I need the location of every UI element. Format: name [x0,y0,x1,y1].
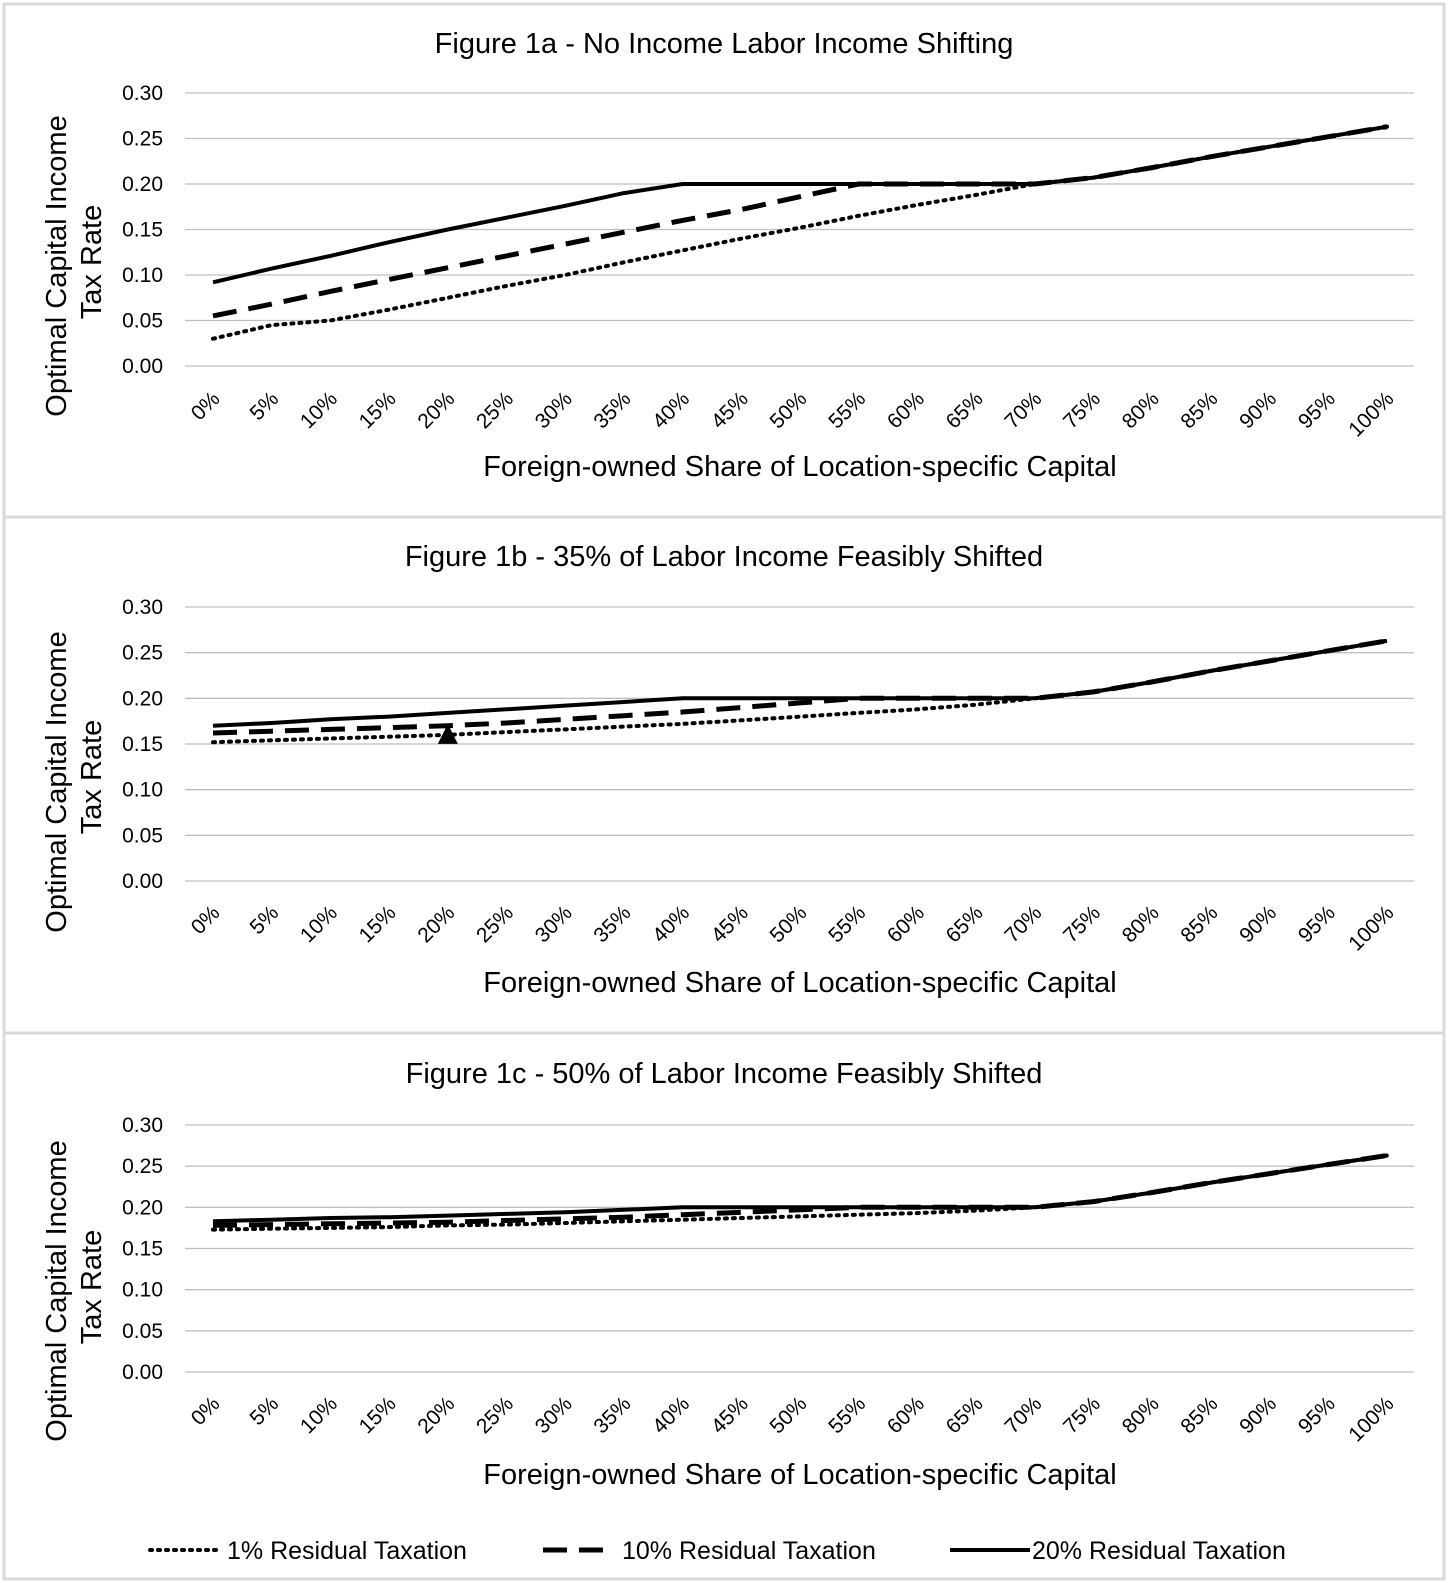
chart-1c-ytick-label: 0.10 [122,1279,163,1302]
chart-1b-ytick-label: 0.30 [122,596,163,619]
chart-1c-title: Figure 1c - 50% of Labor Income Feasibly… [406,1058,1043,1090]
chart-1b-ytick-label: 0.00 [122,870,163,893]
chart-1c-series-dotted-line [211,1153,1389,1232]
chart-1a-ytick-label: 0.20 [122,173,163,196]
chart-1a-series-solid-line [212,124,1388,285]
chart-1b-ytick-label: 0.10 [122,779,163,802]
legend-label-10pct: 10% Residual Taxation [622,1537,876,1565]
chart-1c-series-solid-line [212,1153,1388,1224]
chart-1c-ytick-label: 0.00 [122,1361,163,1384]
legend-label-1pct: 1% Residual Taxation [227,1537,467,1565]
chart-1b-series-solid-line [212,638,1388,728]
chart-1c-ylabel-line2: Tax Rate [76,1230,108,1344]
chart-1c-ytick-label: 0.25 [122,1155,163,1178]
chart-1a-ytick-label: 0.00 [122,355,163,378]
chart-1c-ylabel-line1: Optimal Capital Income [41,1140,73,1441]
chart-1b-series-dotted-line [211,638,1389,745]
chart-1a-ytick-label: 0.25 [122,128,163,151]
chart-1a-ytick-label: 0.10 [122,264,163,287]
chart-1c-ytick-label: 0.20 [122,1196,163,1219]
chart-1b-triangle-marker [437,723,458,744]
chart-1b-ytick-label: 0.25 [122,642,163,665]
chart-1a-xlabel: Foreign-owned Share of Location-specific… [483,451,1117,483]
chart-1a-ylabel-line2: Tax Rate [76,205,108,319]
chart-1c-ytick-label: 0.30 [122,1114,163,1137]
chart-1b-ytick-label: 0.05 [122,824,163,847]
chart-1a-title: Figure 1a - No Income Labor Income Shift… [435,28,1014,60]
chart-1b-ytick-label: 0.15 [122,733,163,756]
legend-label-20pct: 20% Residual Taxation [1032,1537,1286,1565]
panel-1c-frame [2,1031,1446,1581]
chart-1a-ytick-label: 0.05 [122,310,163,333]
legend: 1% Residual Taxation 10% Residual Taxati… [148,1537,1286,1565]
chart-1b-title: Figure 1b - 35% of Labor Income Feasibly… [405,541,1043,573]
chart-1c-xlabel: Foreign-owned Share of Location-specific… [483,1459,1117,1491]
chart-1b-ytick-label: 0.20 [122,687,163,710]
chart-1c-ytick-label: 0.15 [122,1238,163,1261]
chart-1a-ytick-label: 0.30 [122,82,163,105]
chart-1c-ytick-label: 0.05 [122,1320,163,1343]
chart-1b-ylabel-line1: Optimal Capital Income [41,631,73,932]
chart-1a-ylabel-line1: Optimal Capital Income [41,115,73,416]
chart-1a-ytick-label: 0.15 [122,219,163,242]
chart-1b-ylabel-line2: Tax Rate [76,720,108,834]
chart-1b-xlabel: Foreign-owned Share of Location-specific… [483,967,1117,999]
